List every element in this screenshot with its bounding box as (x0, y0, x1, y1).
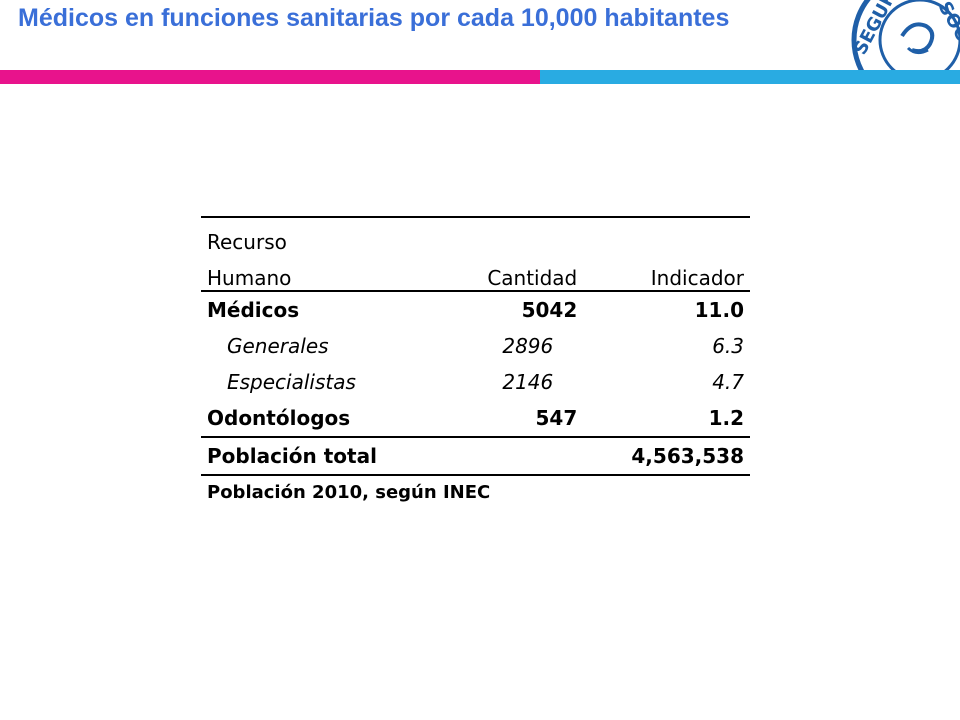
header-indicador: Indicador (583, 254, 750, 292)
medicos-table-container: Recurso Humano Cantidad Indicador Médico… (201, 216, 750, 503)
medicos-table: Recurso Humano Cantidad Indicador Médico… (201, 216, 750, 476)
total-row: Población total 4,563,538 (201, 436, 750, 476)
row-label: Generales (227, 334, 329, 358)
header-humano: Humano (201, 254, 442, 292)
svg-text:SEGURO: SEGURO (850, 0, 908, 58)
svg-text:SOCIAL: SOCIAL (934, 0, 960, 72)
header-row-2: Humano Cantidad Indicador (201, 254, 750, 292)
source-note: Población 2010, según INEC (207, 482, 491, 503)
slide-title: Médicos en funciones sanitarias por cada… (18, 4, 730, 32)
row-label: Odontólogos (207, 406, 351, 430)
header-bar-pink (0, 70, 540, 84)
row-cantidad: 5042 (521, 298, 578, 322)
row-indicador: 11.0 (694, 298, 744, 322)
row-cantidad: 547 (535, 406, 578, 430)
table-row: Odontólogos 547 1.2 (201, 400, 750, 437)
row-cantidad: 2146 (502, 370, 554, 394)
table-row: Médicos 5042 11.0 (201, 291, 750, 328)
row-indicador: 4.7 (712, 370, 744, 394)
header-recurso: Recurso (201, 216, 442, 254)
header-bar-blue (540, 70, 960, 84)
row-indicador: 6.3 (712, 334, 744, 358)
seguro-social-logo: SEGURO SOCIAL (838, 0, 960, 74)
row-cantidad: 2896 (502, 334, 554, 358)
total-label: Población total (201, 436, 442, 476)
row-indicador: 1.2 (708, 406, 744, 430)
header-row-1: Recurso (201, 216, 750, 254)
table-row: Especialistas 2146 4.7 (201, 364, 750, 400)
header-cantidad: Cantidad (441, 254, 584, 292)
table-row: Generales 2896 6.3 (201, 328, 750, 364)
row-label: Especialistas (227, 370, 356, 394)
total-value: 4,563,538 (583, 436, 750, 476)
row-label: Médicos (207, 298, 300, 322)
